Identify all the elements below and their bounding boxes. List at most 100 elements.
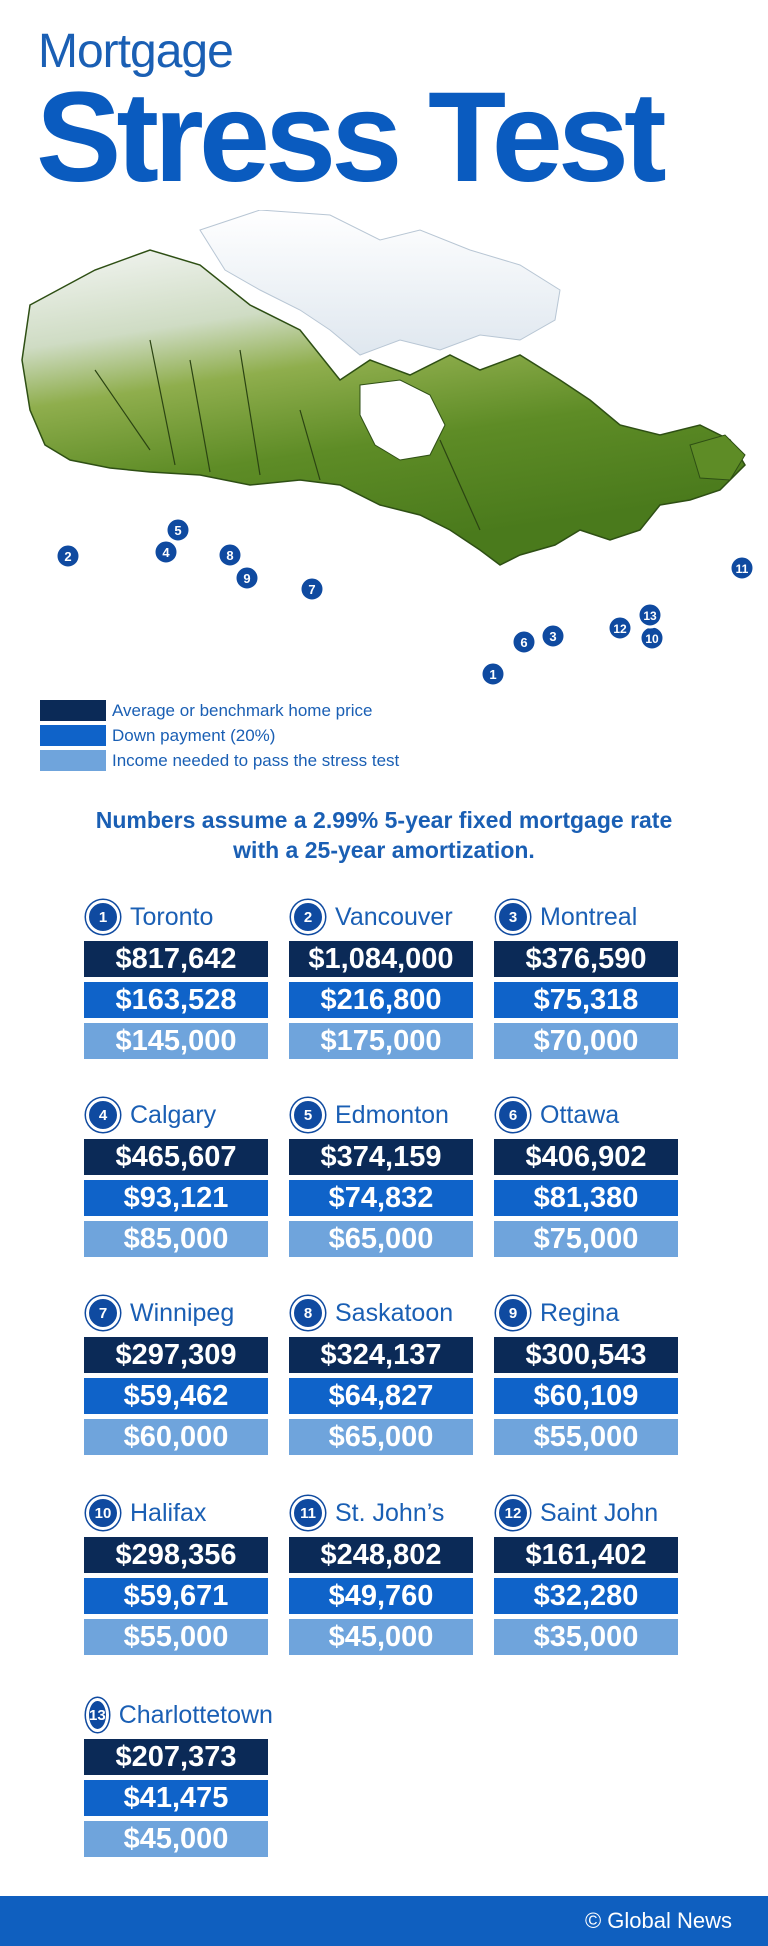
city-number-badge: 7 (86, 1296, 120, 1330)
home-price: $297,309 (84, 1337, 268, 1373)
note-line-2: with a 25-year amortization. (233, 837, 535, 863)
svg-text:10: 10 (645, 632, 659, 646)
down-payment: $49,760 (289, 1578, 473, 1614)
city-number-badge: 2 (291, 900, 325, 934)
assumptions-note: Numbers assume a 2.99% 5-year fixed mort… (0, 805, 768, 865)
home-price: $1,084,000 (289, 941, 473, 977)
income-needed: $65,000 (289, 1221, 473, 1257)
home-price: $298,356 (84, 1537, 268, 1573)
city-name: Edmonton (335, 1100, 449, 1129)
income-needed: $70,000 (494, 1023, 678, 1059)
legend: Average or benchmark home price Down pay… (40, 698, 399, 773)
income-needed: $45,000 (84, 1821, 268, 1857)
city-number-badge: 5 (291, 1098, 325, 1132)
svg-text:13: 13 (643, 609, 657, 623)
income-needed: $65,000 (289, 1419, 473, 1455)
city-name: Montreal (540, 902, 638, 931)
home-price: $374,159 (289, 1139, 473, 1175)
home-price: $300,543 (494, 1337, 678, 1373)
city-number-badge: 9 (496, 1296, 530, 1330)
down-payment: $60,109 (494, 1378, 678, 1414)
city-number-badge: 12 (496, 1496, 530, 1530)
city-card-calgary: 4 Calgary $465,607 $93,121 $85,000 (84, 1095, 270, 1257)
legend-swatch-income (40, 750, 106, 771)
city-number-badge: 4 (86, 1098, 120, 1132)
legend-label: Income needed to pass the stress test (112, 750, 400, 770)
city-number-badge: 11 (291, 1496, 325, 1530)
city-card-edmonton: 5 Edmonton $374,159 $74,832 $65,000 (289, 1095, 475, 1257)
marker-7: 7 (298, 575, 326, 603)
city-card-saint-john: 12 Saint John $161,402 $32,280 $35,000 (494, 1493, 680, 1655)
down-payment: $59,462 (84, 1378, 268, 1414)
home-price: $376,590 (494, 941, 678, 977)
marker-4: 4 (152, 538, 180, 566)
city-card-saskatoon: 8 Saskatoon $324,137 $64,827 $65,000 (289, 1293, 475, 1455)
marker-13: 13 (636, 601, 664, 629)
city-number-badge: 3 (496, 900, 530, 934)
down-payment: $32,280 (494, 1578, 678, 1614)
city-number-badge: 13 (86, 1698, 109, 1732)
city-name: Winnipeg (130, 1298, 235, 1327)
home-price: $465,607 (84, 1139, 268, 1175)
city-number-badge: 1 (86, 900, 120, 934)
city-number-badge: 10 (86, 1496, 120, 1530)
income-needed: $145,000 (84, 1023, 268, 1059)
city-card-ottawa: 6 Ottawa $406,902 $81,380 $75,000 (494, 1095, 680, 1257)
svg-text:1: 1 (489, 667, 496, 682)
svg-text:9: 9 (243, 571, 250, 586)
city-name: St. John’s (335, 1498, 445, 1527)
svg-text:5: 5 (174, 523, 181, 538)
legend-item-down-payment: Down payment (20%) (40, 723, 399, 748)
home-price: $817,642 (84, 941, 268, 977)
down-payment: $81,380 (494, 1180, 678, 1216)
city-number-badge: 6 (496, 1098, 530, 1132)
city-name: Toronto (130, 902, 214, 931)
city-card-halifax: 10 Halifax $298,356 $59,671 $55,000 (84, 1493, 270, 1655)
marker-10: 10 (638, 624, 666, 652)
title-stress-test: Stress Test (36, 66, 667, 209)
marker-1: 1 (479, 660, 507, 688)
city-card-toronto: 1 Toronto $817,642 $163,528 $145,000 (84, 897, 270, 1059)
title-mortgage: Mortgage (38, 25, 234, 78)
income-needed: $85,000 (84, 1221, 268, 1257)
svg-text:2: 2 (64, 549, 71, 564)
city-name: Saint John (540, 1498, 659, 1527)
legend-swatch-price (40, 700, 106, 721)
income-needed: $35,000 (494, 1619, 678, 1655)
svg-text:4: 4 (162, 545, 170, 560)
income-needed: $45,000 (289, 1619, 473, 1655)
city-card-st-johns: 11 St. John’s $248,802 $49,760 $45,000 (289, 1493, 475, 1655)
legend-item-income: Income needed to pass the stress test (40, 748, 399, 773)
note-line-1: Numbers assume a 2.99% 5-year fixed mort… (95, 807, 673, 833)
legend-swatch-down-payment (40, 725, 106, 746)
down-payment: $41,475 (84, 1780, 268, 1816)
down-payment: $64,827 (289, 1378, 473, 1414)
down-payment: $59,671 (84, 1578, 268, 1614)
marker-11: 11 (728, 554, 756, 582)
city-name: Charlottetown (118, 1700, 273, 1729)
city-name: Vancouver (335, 902, 453, 931)
legend-label: Average or benchmark home price (112, 700, 373, 720)
city-name: Saskatoon (335, 1298, 454, 1327)
legend-item-price: Average or benchmark home price (40, 698, 399, 723)
marker-8: 8 (216, 541, 244, 569)
city-card-charlottetown: 13 Charlottetown $207,373 $41,475 $45,000 (84, 1695, 273, 1857)
footer-bar: © Global News (0, 1896, 768, 1946)
svg-text:12: 12 (613, 622, 627, 636)
copyright-credit: © Global News (584, 1908, 732, 1933)
marker-6: 6 (510, 628, 538, 656)
down-payment: $75,318 (494, 982, 678, 1018)
svg-text:6: 6 (520, 635, 527, 650)
city-name: Ottawa (540, 1100, 620, 1129)
income-needed: $75,000 (494, 1221, 678, 1257)
marker-12: 12 (606, 614, 634, 642)
home-price: $324,137 (289, 1337, 473, 1373)
income-needed: $175,000 (289, 1023, 473, 1059)
canada-map-illustration: 1 2 3 4 5 6 7 8 (21, 209, 756, 688)
marker-5: 5 (164, 516, 192, 544)
marker-3: 3 (539, 622, 567, 650)
city-number-badge: 8 (291, 1296, 325, 1330)
city-card-regina: 9 Regina $300,543 $60,109 $55,000 (494, 1293, 680, 1455)
city-name: Calgary (130, 1100, 217, 1129)
city-card-winnipeg: 7 Winnipeg $297,309 $59,462 $60,000 (84, 1293, 270, 1455)
